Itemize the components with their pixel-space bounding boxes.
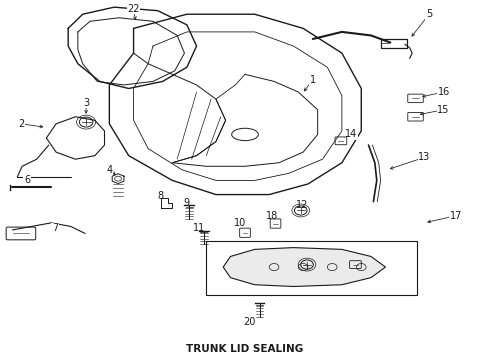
Text: 14: 14 [345,130,358,139]
Text: 21: 21 [355,266,368,276]
Text: 18: 18 [266,211,278,221]
Text: 8: 8 [157,191,163,201]
Text: 22: 22 [127,4,140,14]
Text: 4: 4 [106,165,112,175]
Text: 1: 1 [310,75,316,85]
Polygon shape [223,248,386,287]
Text: 20: 20 [244,317,256,327]
Text: 11: 11 [193,223,205,233]
Text: 19: 19 [297,269,309,279]
Text: 12: 12 [296,200,308,210]
Text: 6: 6 [24,175,30,185]
Text: 15: 15 [438,105,450,115]
Text: 17: 17 [449,211,462,221]
Text: 16: 16 [438,87,450,97]
Text: 9: 9 [184,198,190,208]
Text: 2: 2 [18,119,24,129]
Text: TRUNK LID SEALING: TRUNK LID SEALING [186,345,304,355]
Text: 5: 5 [426,9,432,19]
Text: 7: 7 [52,223,58,233]
Bar [206,240,417,295]
Text: 10: 10 [234,218,246,228]
Text: 13: 13 [418,152,430,162]
Text: 3: 3 [83,98,89,108]
